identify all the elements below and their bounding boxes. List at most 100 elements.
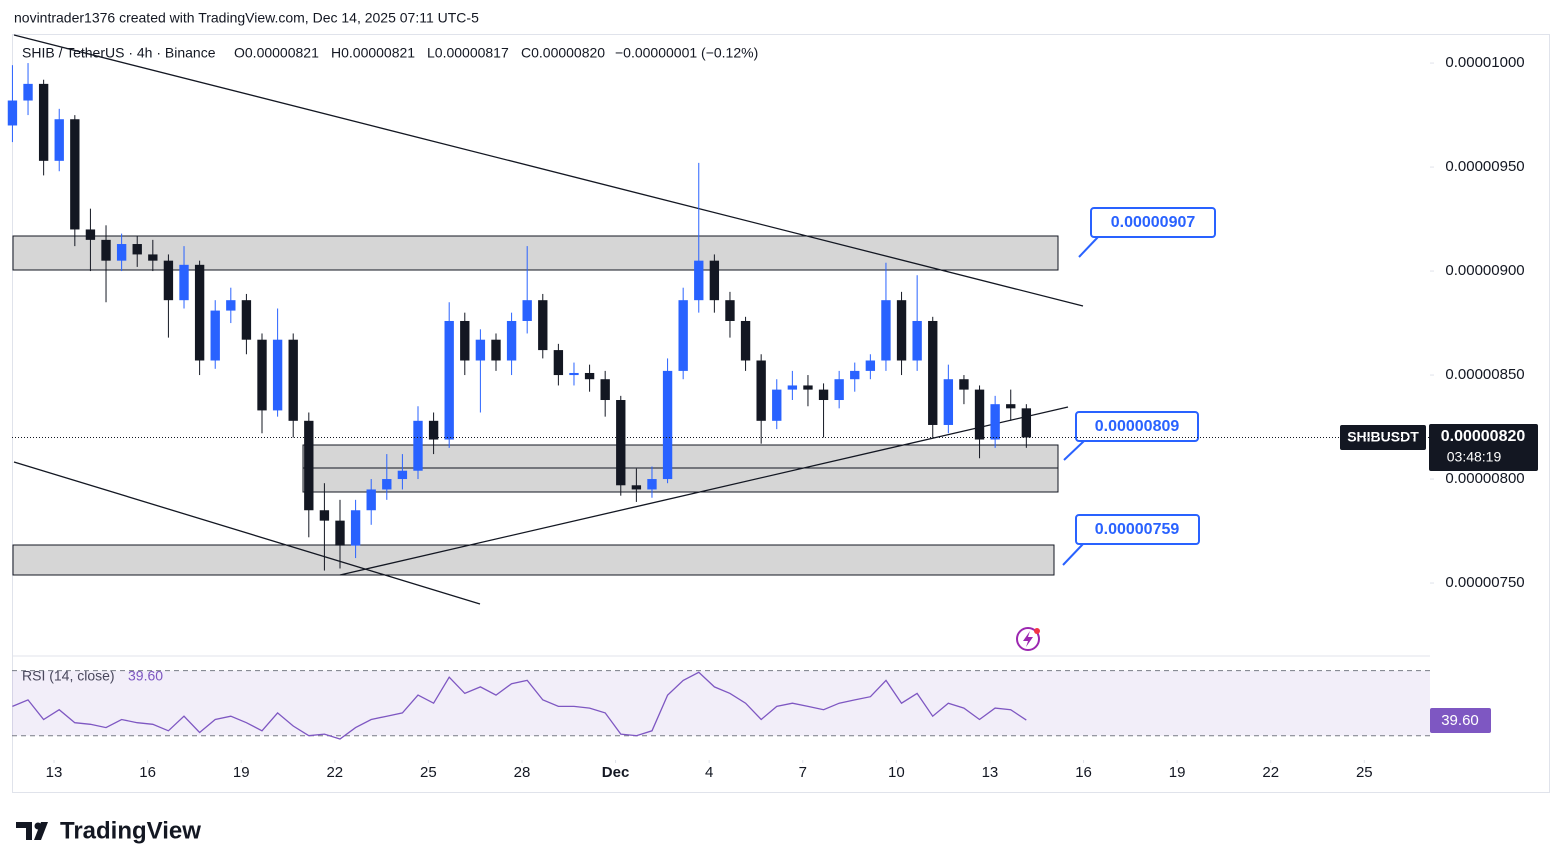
price-badge-text: 0.00000820: [1441, 428, 1526, 445]
candle-body: [460, 320, 470, 361]
candle-body: [54, 119, 64, 161]
level-label: 0.00000907: [1111, 214, 1196, 231]
callout-pointer: [1078, 236, 1099, 258]
ohlc-low: L0.00000817: [427, 45, 509, 61]
level-label: 0.00000759: [1095, 521, 1180, 538]
alert-dot: [1034, 628, 1040, 634]
candle-body: [397, 470, 408, 480]
y-tick-label: 0.00000900: [1445, 262, 1524, 279]
candle-body: [850, 370, 860, 380]
candle-body: [631, 485, 642, 490]
candle-body: [943, 379, 954, 425]
level-label: 0.00000809: [1095, 418, 1180, 435]
x-tick-label: 16: [1075, 764, 1092, 781]
candle-body: [725, 300, 735, 321]
ohlc-high: H0.00000821: [331, 45, 415, 61]
brand-name: TradingView: [60, 817, 201, 844]
candle-body: [382, 479, 392, 490]
candle-body: [538, 300, 548, 351]
candle-body: [116, 244, 127, 261]
candle-body: [756, 360, 766, 421]
candle-body: [584, 372, 595, 380]
candle-body: [366, 489, 376, 511]
candle-body: [85, 229, 96, 240]
candle-body: [928, 320, 938, 425]
frame: [12, 34, 1550, 793]
candle-body: [335, 520, 345, 546]
symbol: SHIB / TetherUS · 4h · Binance: [22, 45, 216, 61]
zone: [12, 235, 1059, 271]
rsi-badge: [1430, 708, 1491, 733]
callout: 0.00000759: [1062, 514, 1200, 566]
candle-body: [506, 320, 517, 361]
candle-body: [413, 420, 423, 471]
candle-body: [865, 360, 876, 371]
candle-body: [288, 339, 298, 421]
rsi-line: [12, 671, 1027, 740]
callout-box: [1075, 411, 1199, 442]
candle-body: [990, 404, 1000, 440]
x-tick-label: 16: [139, 764, 156, 781]
candle-body: [444, 320, 454, 440]
candle-body: [272, 339, 283, 411]
x-tick-label: 13: [982, 764, 999, 781]
x-tick-label: 7: [799, 764, 807, 781]
candle-body: [257, 339, 267, 411]
rsi-title: RSI (14, close): [22, 668, 115, 684]
candle-body: [475, 339, 486, 361]
candle-body: [23, 83, 33, 101]
candle-body: [569, 372, 579, 376]
candle-body: [428, 420, 439, 440]
callout: 0.00000809: [1063, 411, 1199, 461]
candle-body: [7, 100, 18, 126]
alert-icon[interactable]: [1016, 627, 1040, 651]
price-badge: [1429, 424, 1538, 471]
brand-mark: [16, 822, 48, 840]
rsi-band-fill: [12, 670, 1430, 736]
candle-body: [226, 300, 236, 311]
callout-pointer: [1063, 440, 1085, 461]
candle-body: [647, 479, 657, 490]
brand-dot: [34, 822, 42, 830]
y-tick-label: 0.00000850: [1445, 366, 1524, 383]
x-tick-label: 19: [1169, 764, 1186, 781]
alert-ring: [1016, 627, 1040, 651]
ohlc-change: −0.00000001 (−0.12%): [615, 45, 758, 61]
candle-body: [304, 420, 314, 511]
candle-body: [678, 300, 688, 371]
candle-body: [148, 254, 158, 261]
callout-box: [1090, 207, 1216, 238]
countdown: 03:48:19: [1447, 449, 1502, 465]
candle-body: [818, 389, 829, 401]
candle-body: [553, 350, 564, 376]
y-tick-label: 0.00000750: [1445, 574, 1524, 591]
candle-body: [350, 510, 361, 546]
candle-body: [319, 510, 330, 521]
callout-box: [1075, 514, 1200, 545]
x-tick-label: 19: [233, 764, 250, 781]
brand-logo[interactable]: TradingView: [16, 817, 201, 844]
trendline: [13, 461, 481, 605]
rsi-badge-text: 39.60: [1441, 712, 1479, 729]
candle-body: [38, 83, 49, 161]
x-tick-label: 13: [46, 764, 63, 781]
candle-body: [101, 239, 111, 261]
x-tick-label: 25: [420, 764, 437, 781]
x-tick-label: 22: [326, 764, 343, 781]
candle-body: [787, 385, 798, 390]
candle-body: [974, 389, 985, 440]
x-tick-label: 4: [705, 764, 713, 781]
candle-body: [709, 260, 720, 301]
trendline: [13, 34, 1084, 307]
symbol-badge-text: SHIBUSDT: [1347, 429, 1419, 445]
candle-body: [772, 389, 782, 421]
candle-body: [834, 379, 844, 401]
candle-body: [881, 300, 891, 361]
trendline: [339, 406, 1069, 576]
callout: 0.00000907: [1078, 207, 1216, 258]
callout-pointer: [1062, 543, 1084, 566]
candle-body: [959, 379, 969, 390]
candle-body: [912, 320, 922, 361]
author-line: novintrader1376 created with TradingView…: [14, 10, 479, 26]
